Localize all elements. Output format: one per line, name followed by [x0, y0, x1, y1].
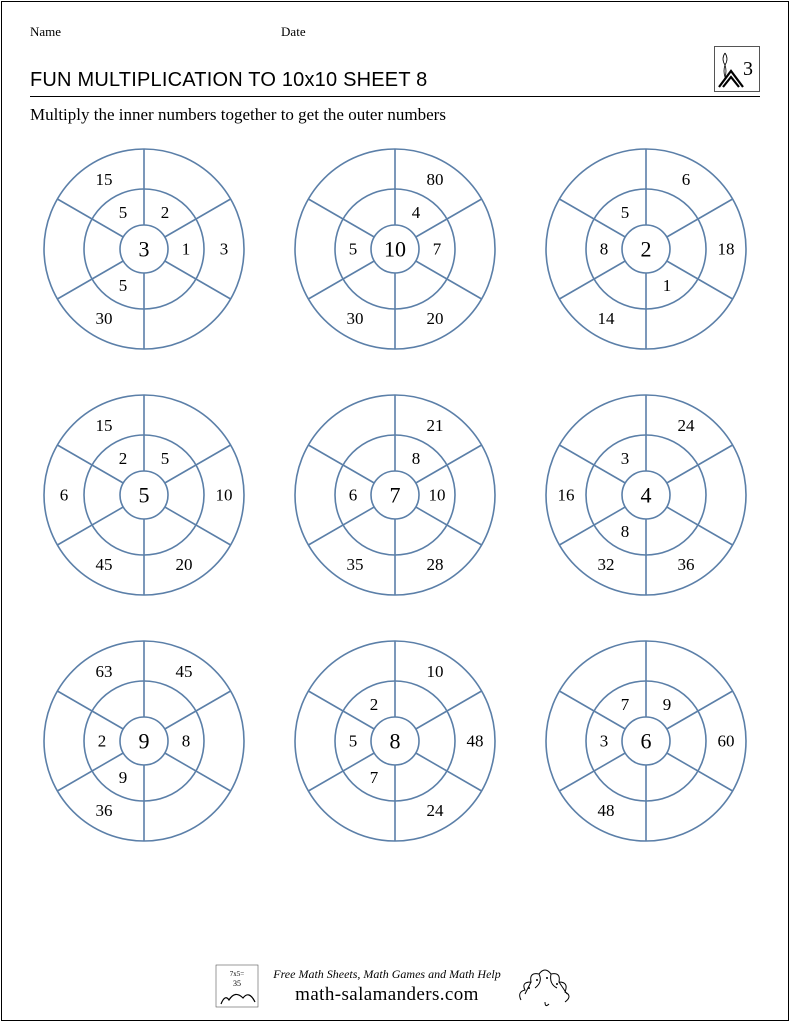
wheel-outer-value: 20: [175, 555, 192, 574]
date-label: Date: [281, 24, 306, 40]
multiplication-wheel: 78 21 10 28 35 6: [285, 385, 505, 605]
wheel-center-value: 6: [641, 729, 652, 754]
wheel-outer-value: 3: [219, 240, 228, 259]
wheel-inner-value: 2: [370, 695, 379, 714]
wheel-outer-value: 60: [718, 732, 735, 751]
footer: 7x5= 35 Free Math Sheets, Math Games and…: [2, 964, 788, 1008]
wheel-inner-value: 2: [118, 449, 127, 468]
wheel-inner-value: 7: [433, 240, 442, 259]
wheel-outer-value: 48: [466, 732, 483, 751]
wheel-outer-value: 36: [95, 801, 112, 820]
wheel-outer-value: 18: [718, 240, 735, 259]
wheel-outer-value: 35: [346, 555, 363, 574]
wheel-inner-value: 5: [349, 732, 358, 751]
wheel-outer-value: 28: [426, 555, 443, 574]
instructions-text: Multiply the inner numbers together to g…: [30, 105, 760, 125]
wheel-outer-value: 45: [95, 555, 112, 574]
multiplication-wheel: 8 10 48 24 752: [285, 631, 505, 851]
footer-tagline: Free Math Sheets, Math Games and Math He…: [273, 967, 501, 982]
wheel-inner-value: 6: [349, 486, 358, 505]
svg-text:7x5=: 7x5=: [230, 970, 245, 978]
wheel-inner-value: 7: [370, 768, 379, 787]
salamander-logo-small: [717, 49, 745, 89]
multiplication-wheel: 10 4 80 7 20 30 5: [285, 139, 505, 359]
multiplication-wheel: 69 60 48 37: [536, 631, 756, 851]
wheel-outer-value: 21: [426, 416, 443, 435]
wheel-inner-value: 2: [160, 203, 169, 222]
wheel-inner-value: 1: [181, 240, 190, 259]
wheel-inner-value: 8: [412, 449, 421, 468]
wheel-outer-value: 45: [175, 662, 192, 681]
wheel-inner-value: 8: [181, 732, 190, 751]
multiplication-wheel: 2 6 18 1 14 85: [536, 139, 756, 359]
wheel-center-value: 10: [384, 237, 406, 262]
wheel-center-value: 5: [138, 483, 149, 508]
wheel-outer-value: 32: [598, 555, 615, 574]
wheel-outer-value: 20: [426, 309, 443, 328]
wheel-center-value: 8: [389, 729, 400, 754]
wheel-inner-value: 1: [663, 276, 672, 295]
wheel-inner-value: 5: [118, 203, 127, 222]
wheel-outer-value: 16: [558, 486, 575, 505]
wheel-center-value: 4: [641, 483, 652, 508]
wheel-outer-value: 63: [95, 662, 112, 681]
wheel-outer-value: 36: [678, 555, 695, 574]
wheel-inner-value: 9: [118, 768, 127, 787]
salamander-math-icon: 7x5= 35: [215, 964, 259, 1008]
wheel-outer-value: 24: [426, 801, 444, 820]
wheel-inner-value: 4: [412, 203, 421, 222]
footer-brand: math-salamanders.com: [273, 984, 501, 1006]
salamander-outline-icon: [515, 964, 575, 1008]
wheel-outer-value: 48: [598, 801, 615, 820]
wheel-inner-value: 3: [621, 449, 630, 468]
name-label: Name: [30, 24, 61, 40]
wheel-inner-value: 5: [160, 449, 169, 468]
wheel-center-value: 3: [138, 237, 149, 262]
wheel-inner-value: 8: [600, 240, 609, 259]
wheel-inner-value: 10: [428, 486, 445, 505]
multiplication-wheel: 3213530515: [34, 139, 254, 359]
wheel-inner-value: 9: [663, 695, 672, 714]
wheel-outer-value: 24: [678, 416, 696, 435]
wheel-inner-value: 2: [97, 732, 106, 751]
wheel-outer-value: 15: [95, 170, 112, 189]
wheel-outer-value: 6: [59, 486, 68, 505]
wheel-inner-value: 8: [621, 522, 630, 541]
wheel-inner-value: 5: [621, 203, 630, 222]
wheel-center-value: 7: [389, 483, 400, 508]
wheel-outer-value: 80: [426, 170, 443, 189]
svg-text:35: 35: [233, 979, 241, 988]
multiplication-wheel: 55 10 20 45 6 2 15: [34, 385, 254, 605]
multiplication-wheel: 4 24 36 8 32 16 3: [536, 385, 756, 605]
grade-badge: 3: [714, 46, 760, 92]
wheel-outer-value: 30: [346, 309, 363, 328]
wheel-outer-value: 6: [682, 170, 691, 189]
wheel-outer-value: 15: [95, 416, 112, 435]
wheel-inner-value: 5: [118, 276, 127, 295]
wheel-outer-value: 10: [215, 486, 232, 505]
wheel-inner-value: 3: [600, 732, 609, 751]
worksheet-title: FUN MULTIPLICATION TO 10x10 SHEET 8: [30, 69, 427, 96]
wheel-outer-value: 10: [426, 662, 443, 681]
wheel-outer-value: 14: [598, 309, 616, 328]
wheel-center-value: 9: [138, 729, 149, 754]
wheel-inner-value: 7: [621, 695, 630, 714]
wheel-outer-value: 30: [95, 309, 112, 328]
wheel-inner-value: 5: [349, 240, 358, 259]
wheel-grid: 3213530515104807203052618114855510204562…: [30, 139, 760, 851]
wheel-center-value: 2: [641, 237, 652, 262]
multiplication-wheel: 9 45 8 9 36 2 63: [34, 631, 254, 851]
